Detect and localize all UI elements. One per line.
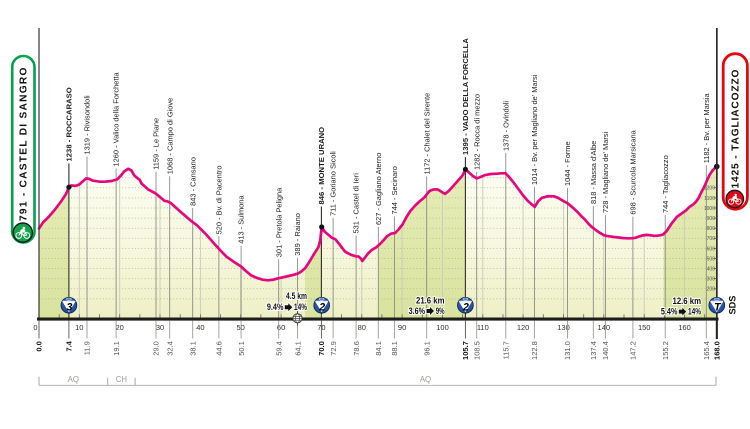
svg-text:1000: 1000 — [704, 206, 715, 212]
svg-text:1238 - ROCCARASO: 1238 - ROCCARASO — [65, 87, 74, 161]
svg-text:32.4: 32.4 — [165, 341, 174, 356]
svg-text:19.1: 19.1 — [112, 341, 121, 356]
svg-text:698 - Scurcola Marsicana: 698 - Scurcola Marsicana — [629, 129, 638, 214]
svg-text:70.0: 70.0 — [317, 341, 326, 356]
svg-text:1014 - Bv. per Magliano de' Ma: 1014 - Bv. per Magliano de' Marsi — [530, 74, 539, 185]
svg-text:78.6: 78.6 — [352, 341, 361, 356]
svg-text:165.4: 165.4 — [702, 341, 711, 360]
svg-text:843 - Cansano: 843 - Cansano — [188, 157, 197, 206]
svg-text:520 - Bv. di Pacentro: 520 - Bv. di Pacentro — [215, 165, 224, 234]
svg-text:88.1: 88.1 — [390, 341, 399, 356]
svg-text:300: 300 — [707, 277, 716, 283]
svg-text:168.0: 168.0 — [713, 341, 722, 360]
svg-text:137.4: 137.4 — [589, 341, 598, 360]
svg-text:800: 800 — [707, 226, 716, 232]
svg-text:84.1: 84.1 — [374, 341, 383, 356]
svg-text:744 - Tagliacozzo: 744 - Tagliacozzo — [661, 155, 670, 213]
svg-text:1182 - Bv. per Marsia: 1182 - Bv. per Marsia — [702, 92, 711, 163]
svg-text:AQ: AQ — [420, 375, 431, 384]
svg-text:12.6 km: 12.6 km — [673, 296, 702, 306]
svg-text:5.4%: 5.4% — [661, 307, 678, 317]
svg-text:96.1: 96.1 — [422, 341, 431, 356]
svg-text:1319 - Rivisondoli: 1319 - Rivisondoli — [83, 95, 92, 154]
svg-text:600: 600 — [707, 246, 716, 252]
svg-text:1100: 1100 — [704, 196, 715, 202]
svg-text:105.7: 105.7 — [461, 341, 470, 360]
svg-text:1159 - Le Piane: 1159 - Le Piane — [152, 118, 161, 170]
svg-text:14%: 14% — [294, 302, 307, 312]
svg-text:1395 - VADO DELLA FORCELLA: 1395 - VADO DELLA FORCELLA — [461, 38, 470, 155]
svg-text:T: T — [714, 301, 722, 313]
svg-text:120: 120 — [517, 323, 530, 332]
svg-text:147.2: 147.2 — [629, 341, 638, 360]
svg-text:44.6: 44.6 — [215, 341, 224, 356]
svg-text:122.8: 122.8 — [530, 341, 539, 360]
svg-text:140: 140 — [598, 323, 611, 332]
svg-text:2: 2 — [318, 301, 325, 313]
svg-text:711 - Goriano Sicoli: 711 - Goriano Sicoli — [329, 151, 338, 216]
svg-text:38.1: 38.1 — [188, 341, 197, 356]
svg-text:0: 0 — [33, 323, 37, 332]
svg-text:728 - Magliano de' Marsi: 728 - Magliano de' Marsi — [601, 131, 610, 213]
svg-text:846 - MONTE URANO: 846 - MONTE URANO — [317, 127, 326, 205]
svg-text:100: 100 — [436, 323, 449, 332]
svg-text:60: 60 — [277, 323, 285, 332]
svg-text:150: 150 — [638, 323, 651, 332]
svg-text:110: 110 — [477, 323, 489, 332]
svg-text:7.4: 7.4 — [65, 340, 74, 351]
svg-text:1260 - Valico della Forchetta: 1260 - Valico della Forchetta — [112, 72, 121, 167]
svg-text:389 - Raiano: 389 - Raiano — [293, 213, 302, 256]
svg-text:200: 200 — [707, 287, 716, 293]
svg-text:3: 3 — [66, 301, 72, 313]
svg-text:2: 2 — [462, 301, 469, 313]
svg-text:90: 90 — [398, 323, 406, 332]
svg-text:9%: 9% — [436, 306, 445, 316]
svg-text:301 - Pretola Peligna: 301 - Pretola Peligna — [274, 187, 283, 257]
svg-text:CH: CH — [116, 375, 127, 384]
svg-text:900: 900 — [707, 216, 716, 222]
svg-text:1172 - Chalet del Sirente: 1172 - Chalet del Sirente — [422, 93, 431, 175]
svg-text:59.4: 59.4 — [274, 341, 283, 356]
svg-text:1044 - Forme: 1044 - Forme — [563, 141, 572, 186]
svg-text:108.5: 108.5 — [472, 341, 481, 360]
svg-text:9.4%: 9.4% — [267, 302, 284, 312]
svg-text:115.7: 115.7 — [502, 341, 511, 359]
svg-text:818 - Massa d'Albe: 818 - Massa d'Albe — [589, 141, 598, 204]
svg-text:155.2: 155.2 — [661, 341, 670, 360]
svg-text:160: 160 — [678, 323, 691, 332]
svg-text:0.0: 0.0 — [35, 341, 44, 351]
svg-text:627 - Gagliano Aterno: 627 - Gagliano Aterno — [374, 153, 383, 225]
svg-text:21.6 km: 21.6 km — [416, 295, 445, 305]
svg-text:SDS: SDS — [727, 296, 737, 315]
svg-text:130: 130 — [557, 323, 570, 332]
svg-text:AQ: AQ — [68, 375, 79, 384]
svg-text:500: 500 — [707, 256, 716, 262]
svg-text:14%: 14% — [688, 307, 701, 317]
svg-text:64.1: 64.1 — [293, 341, 302, 356]
svg-text:11.9: 11.9 — [83, 341, 92, 355]
svg-text:80: 80 — [358, 323, 366, 332]
svg-text:1425 - TAGLIACOZZO: 1425 - TAGLIACOZZO — [731, 69, 742, 189]
svg-text:131.0: 131.0 — [563, 341, 572, 360]
svg-text:1282 - Rocca di mezzo: 1282 - Rocca di mezzo — [472, 94, 481, 170]
svg-text:413 - Sulmona: 413 - Sulmona — [237, 195, 246, 244]
svg-text:4.5 km: 4.5 km — [286, 291, 307, 301]
svg-text:40: 40 — [196, 323, 204, 332]
svg-text:700: 700 — [707, 236, 716, 242]
svg-text:29.0: 29.0 — [152, 341, 161, 356]
svg-text:400: 400 — [707, 267, 716, 273]
svg-text:531 - Castel di Ieri: 531 - Castel di Ieri — [352, 173, 361, 234]
svg-text:72.9: 72.9 — [329, 341, 338, 356]
svg-text:30: 30 — [156, 323, 164, 332]
svg-text:20: 20 — [116, 323, 124, 332]
svg-text:791 - CASTEL DI SANGRO: 791 - CASTEL DI SANGRO — [19, 66, 30, 221]
svg-text:1200: 1200 — [704, 186, 715, 192]
svg-text:10: 10 — [75, 323, 83, 332]
svg-text:3.6%: 3.6% — [409, 306, 426, 316]
svg-text:140.4: 140.4 — [601, 341, 610, 360]
svg-text:50.1: 50.1 — [237, 341, 246, 356]
svg-text:1068 - Campo di Giove: 1068 - Campo di Giove — [165, 98, 174, 174]
svg-text:1378 - Ovindoli: 1378 - Ovindoli — [501, 101, 510, 151]
svg-text:744 - Secinaro: 744 - Secinaro — [390, 166, 399, 214]
